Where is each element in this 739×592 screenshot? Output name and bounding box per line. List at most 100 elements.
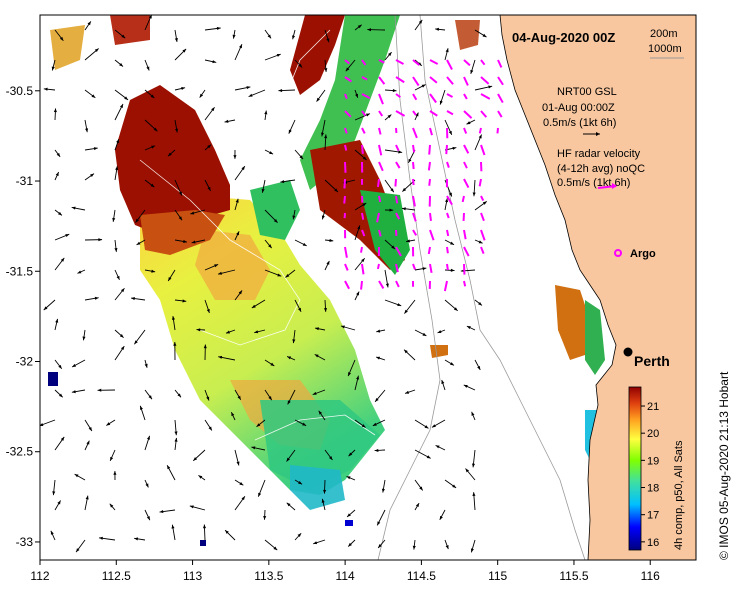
gsl-vector-head — [302, 242, 307, 246]
gsl-vector-head — [288, 129, 292, 134]
colorbar: 16 17 18 19 20 21 4h comp, p50, All Sats — [628, 386, 685, 551]
gsl-vector-head — [472, 192, 476, 197]
gsl-vector-head — [94, 48, 99, 53]
gsl-vector-head — [177, 393, 181, 398]
hf-vector — [395, 161, 401, 169]
hf-vector — [478, 178, 482, 187]
gsl-vector-head — [355, 93, 358, 98]
gsl-vector-head — [412, 545, 416, 550]
gsl-vector-head — [225, 330, 230, 334]
gsl-vector-head — [99, 536, 103, 540]
hf-vector — [343, 195, 346, 204]
hf-vector — [378, 110, 384, 117]
gsl-vector-head — [264, 110, 268, 115]
gsl-vector-head — [267, 34, 272, 39]
gsl-vector-head — [385, 283, 389, 288]
hf-vector — [344, 127, 348, 134]
gsl-vector-head — [202, 524, 207, 529]
gsl-vector-head — [178, 191, 182, 196]
hf-vector — [429, 229, 435, 241]
gsl-legend-title: NRT00 GSL — [557, 86, 617, 98]
hf-vector — [429, 263, 433, 273]
gsl-vector-head — [397, 303, 402, 307]
colorbar-tick-label: 18 — [647, 483, 659, 495]
gsl-vector-head — [159, 510, 164, 514]
gsl-vector-head — [241, 496, 245, 501]
gsl-vector-head — [90, 173, 94, 177]
gsl-vector-head — [376, 329, 381, 333]
gsl-vector-head — [298, 63, 303, 68]
gsl-vector-head — [114, 248, 118, 252]
hf-vector — [461, 195, 465, 203]
gsl-vector-head — [328, 456, 333, 461]
gsl-vector-head — [321, 215, 325, 220]
hf-vector — [429, 93, 437, 104]
gsl-vector-head — [298, 307, 302, 312]
hf-vector — [429, 212, 432, 221]
gsl-vector-head — [112, 217, 116, 222]
gsl-vector-head — [422, 332, 427, 336]
gsl-vector-head — [361, 258, 365, 263]
gsl-vector-head — [404, 309, 408, 314]
hf-vector — [361, 229, 366, 237]
hf-vector — [480, 110, 488, 118]
gsl-vector-head — [97, 388, 102, 392]
gsl-vector-head — [167, 465, 171, 470]
hf-vector — [344, 93, 348, 100]
contour-legend-1000m: 1000m — [648, 43, 682, 55]
gsl-vector-head — [408, 158, 412, 163]
gsl-vector-head — [183, 239, 187, 243]
gsl-vector-head — [450, 268, 455, 272]
gsl-vector-head — [236, 461, 240, 466]
gsl-vector-head — [437, 330, 442, 334]
gsl-vector-head — [146, 435, 150, 440]
hf-vector — [427, 161, 431, 171]
gsl-vector-head — [119, 334, 124, 338]
hf-vector — [480, 59, 486, 66]
gsl-vector-head — [218, 271, 222, 275]
gsl-vector-head — [324, 134, 328, 139]
gsl-vector-head — [372, 422, 377, 426]
gsl-vector-head — [212, 60, 217, 64]
gsl-vector-head — [189, 505, 194, 509]
hf-vector — [446, 263, 449, 271]
perth-marker: Perth — [623, 347, 670, 369]
hf-vector — [446, 93, 454, 98]
gsl-vector-head — [153, 127, 158, 132]
gsl-vector-head — [419, 486, 423, 491]
colorbar-gradient — [628, 386, 642, 551]
hf-vector — [378, 127, 382, 135]
gsl-vector-head — [82, 336, 86, 341]
gsl-legend: NRT00 GSL 01-Aug 00:00Z 0.5m/s (1kt 6h) — [542, 86, 617, 136]
gsl-vector-head — [98, 238, 103, 242]
gsl-vector-head — [235, 198, 239, 203]
gsl-vector-head — [472, 492, 476, 496]
gsl-vector-head — [377, 521, 381, 526]
gsl-vector-head — [174, 437, 178, 442]
hf-vector — [446, 229, 450, 237]
gsl-vector-head — [74, 474, 79, 478]
gsl-vector-head — [77, 270, 82, 274]
gsl-vector-head — [171, 524, 175, 529]
hf-vector — [463, 76, 469, 86]
hf-vector — [463, 59, 471, 67]
gsl-vector-head — [452, 146, 457, 150]
hf-radar-vectors — [343, 59, 504, 292]
hf-vector — [446, 59, 453, 70]
hf-vector — [395, 144, 400, 151]
gsl-vector-head — [248, 93, 253, 97]
gsl-vector-head — [120, 346, 125, 351]
gsl-vector-head — [287, 400, 291, 405]
gsl-vector-head — [292, 339, 296, 344]
gsl-vector-head — [357, 225, 361, 230]
gsl-vector-head — [286, 457, 290, 462]
hf-vector — [429, 127, 433, 136]
gsl-vector-head — [237, 395, 241, 400]
gsl-vector-head — [134, 340, 138, 345]
gsl-vector-head — [94, 296, 99, 300]
y-tick-label: -33 — [16, 535, 34, 549]
hf-vector — [361, 110, 367, 117]
gsl-vector-head — [203, 344, 207, 349]
sst-field — [48, 15, 612, 546]
